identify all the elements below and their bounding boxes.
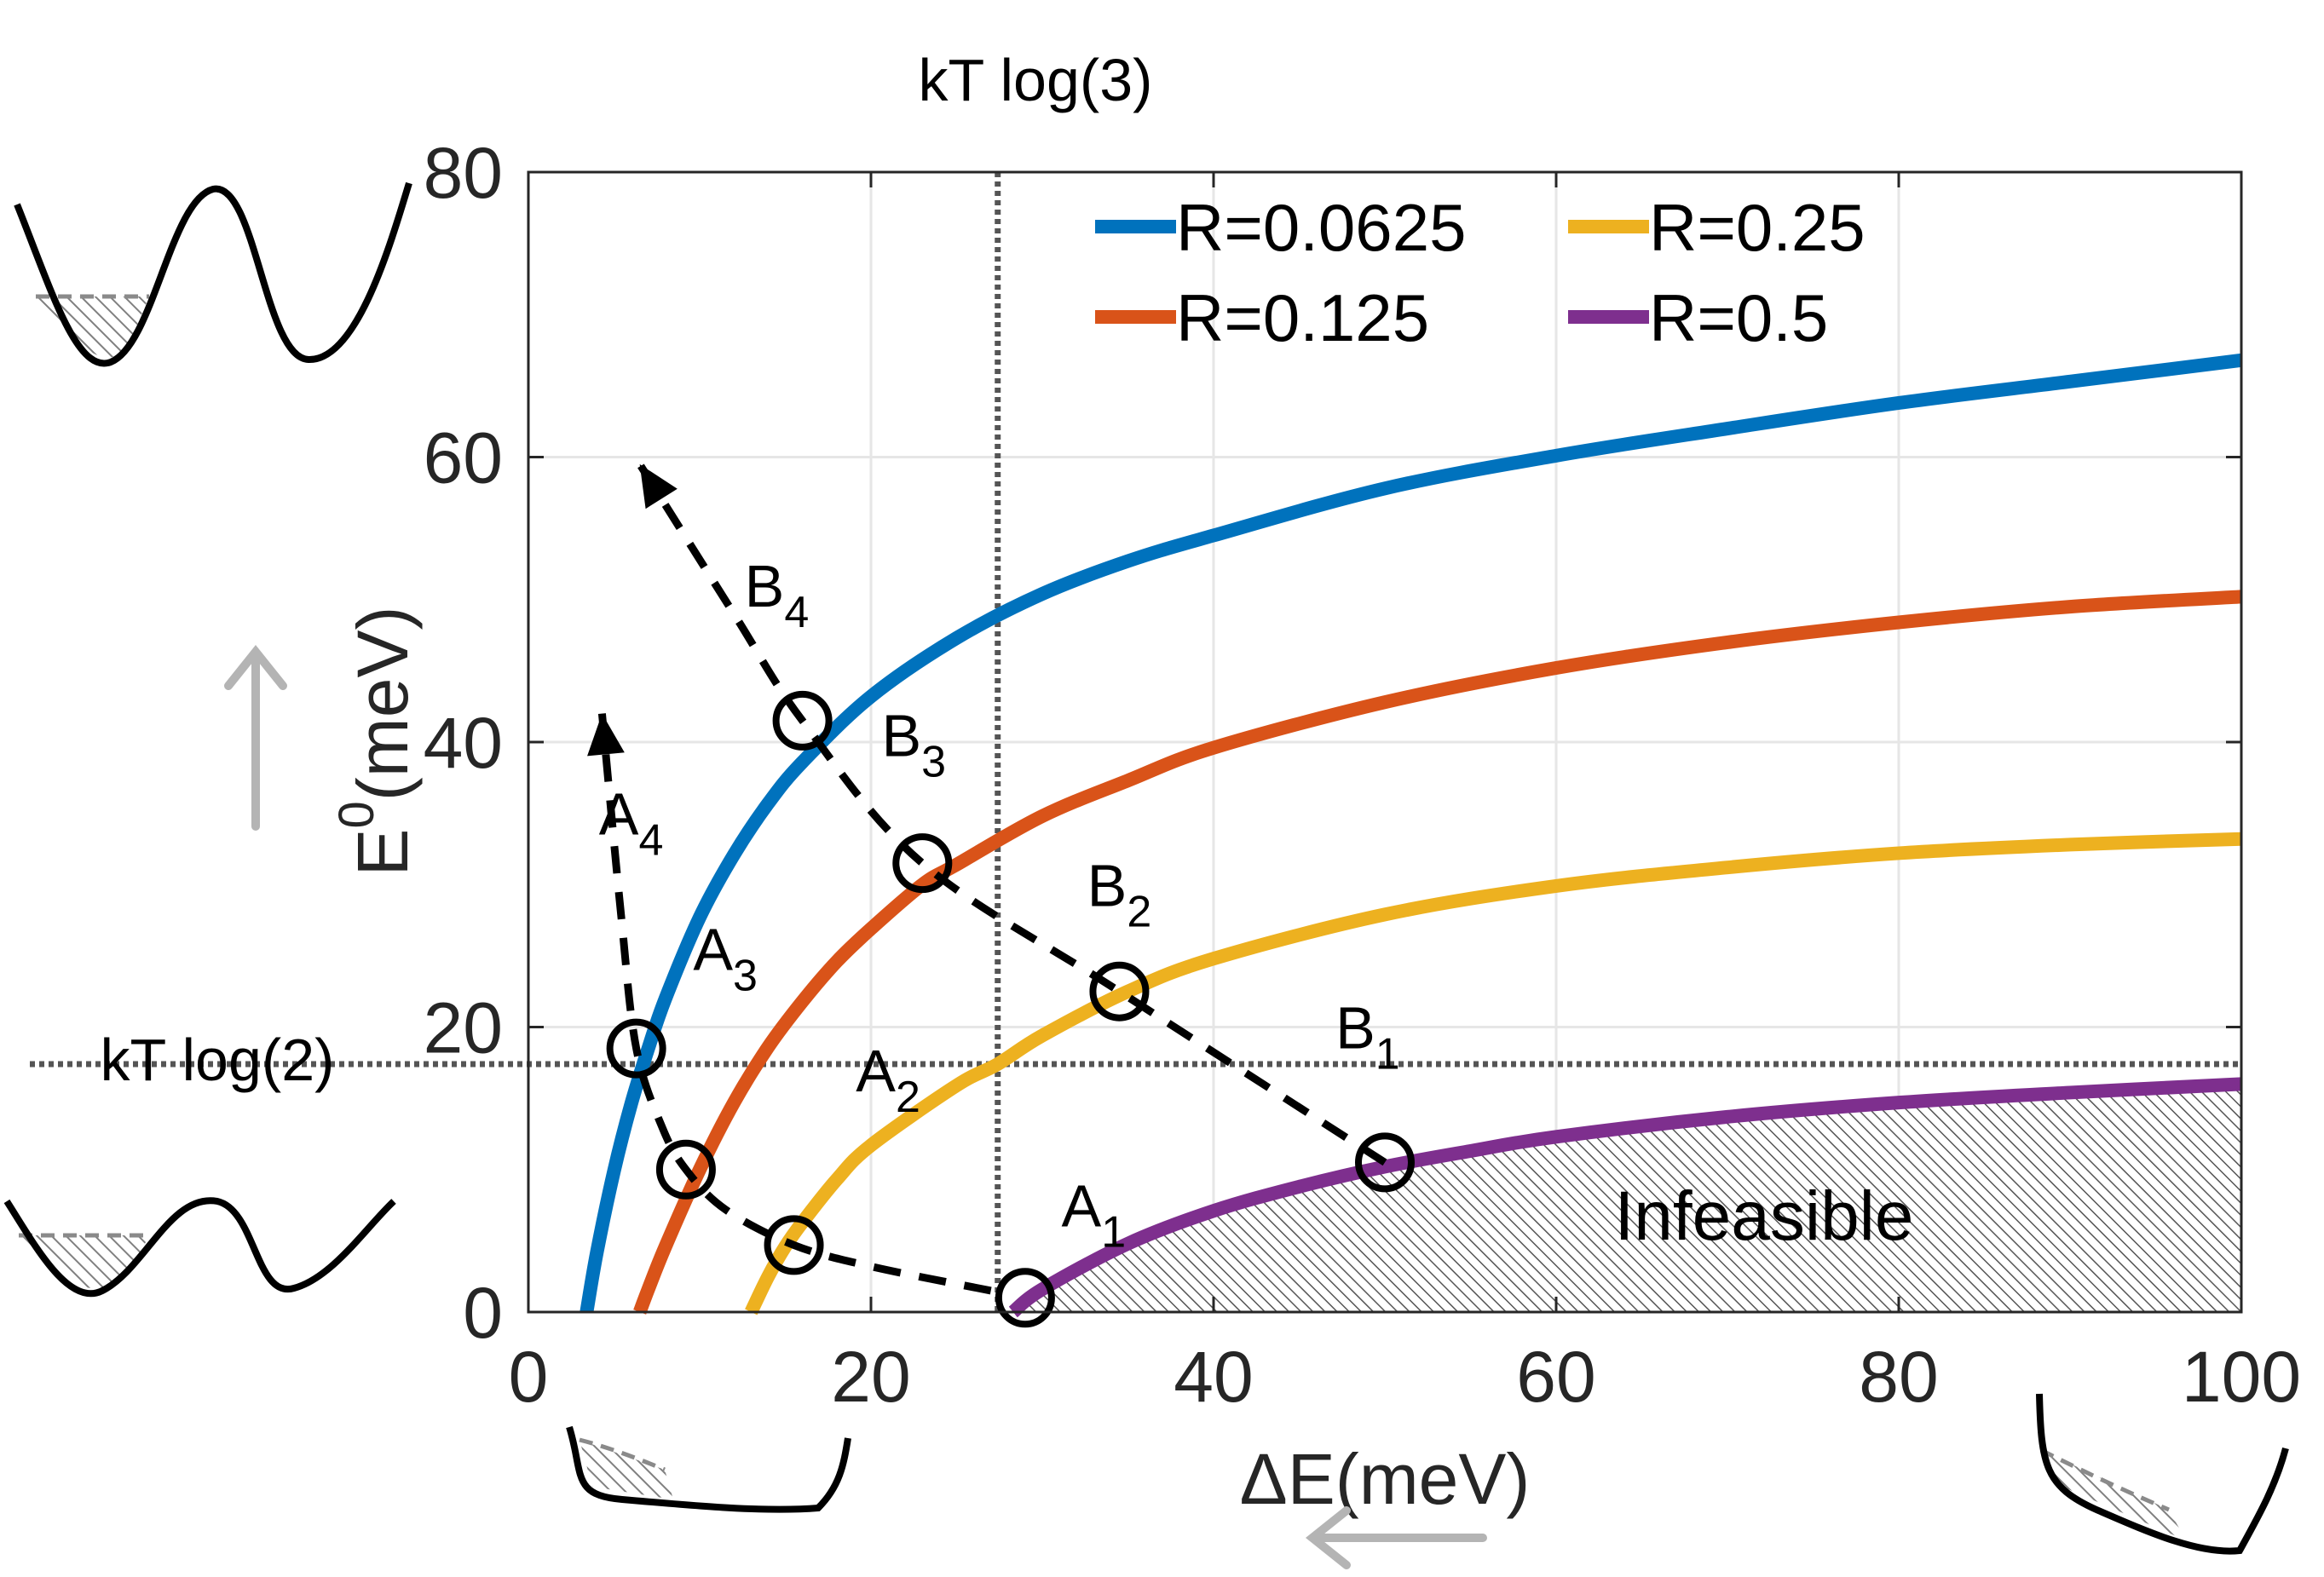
double-well-sketch-top	[14, 181, 412, 367]
legend-label-2: R=0.25	[1649, 190, 1866, 265]
path-a-label-2: A2	[856, 1038, 920, 1122]
x-tick-label: 80	[1859, 1337, 1938, 1417]
y-tick-label: 60	[424, 418, 503, 498]
path-b-label-main: B	[745, 553, 785, 619]
path-a-label-main: A	[1061, 1173, 1101, 1240]
path-a-label-3: A3	[693, 917, 758, 1001]
path-a-label-4: A4	[599, 781, 664, 866]
y-axis-title: E0(meV)	[329, 607, 423, 877]
x-tick-label: 60	[1516, 1337, 1595, 1417]
legend: R=0.0625 R=0.125 R=0.25 R=0.5	[1095, 190, 1866, 355]
series-line-0	[580, 353, 2242, 1314]
double-well-sketch-bottom	[3, 1197, 396, 1298]
y-tick-label: 20	[424, 988, 503, 1068]
path-b-label-sub: 1	[1375, 1030, 1400, 1079]
kt-log3-label: kT log(3)	[919, 47, 1153, 113]
threshold-lines	[30, 172, 2241, 1312]
left-arrow	[1305, 1506, 1487, 1569]
path-a-label-sub: 1	[1101, 1208, 1126, 1258]
series-line-2	[745, 832, 2242, 1315]
path-b-label-sub: 4	[784, 588, 809, 637]
path-a-point-3	[655, 1139, 716, 1200]
legend-label-1: R=0.125	[1176, 280, 1429, 355]
path-b-dashed-line	[636, 462, 1387, 1166]
path-b-label-sub: 2	[1127, 887, 1151, 936]
path-b-point-2	[1089, 961, 1150, 1022]
path-a-point-4	[606, 1018, 666, 1079]
path-a-point-2	[764, 1215, 824, 1275]
y-axis-title-sup: 0	[329, 801, 384, 828]
path-b-label-4: B4	[745, 553, 810, 637]
path-b-label-2: B2	[1087, 852, 1152, 936]
path-a-point-1	[995, 1268, 1055, 1328]
x-tick-label: 40	[1174, 1337, 1253, 1417]
path-a-label-main: A	[693, 917, 733, 983]
x-tick-label: 20	[831, 1337, 910, 1417]
path-b-point-3	[892, 833, 953, 894]
path-b-point-1	[1355, 1132, 1415, 1193]
path-a-arrowhead	[587, 713, 625, 757]
path-a-label-sub: 3	[733, 952, 758, 1001]
y-axis-title-main: E	[343, 828, 423, 876]
series-line-1	[633, 590, 2242, 1315]
path-b-arrowhead	[639, 463, 678, 509]
x-tick-label: 100	[2182, 1337, 2301, 1417]
path-a-dashed-line	[597, 713, 992, 1295]
infeasible-label: Infeasible	[1614, 1177, 1913, 1255]
path-b-label-3: B3	[881, 703, 946, 787]
path-b-label-main: B	[1335, 995, 1375, 1062]
single-well-sketch-left	[566, 1425, 851, 1513]
path-b-label-sub: 3	[921, 738, 946, 787]
path-a-label-sub: 4	[638, 816, 663, 866]
single-well-sketch-right	[2036, 1393, 2289, 1555]
series-lines	[580, 353, 2242, 1318]
y-tick-label: 80	[424, 133, 503, 213]
path-a-label-main: A	[856, 1038, 896, 1104]
legend-label-0: R=0.0625	[1176, 190, 1466, 265]
path-b-label-main: B	[881, 703, 921, 769]
y-tick-label: 0	[463, 1273, 503, 1353]
axes	[527, 170, 2243, 1314]
x-axis-title: ΔE(meV)	[1240, 1439, 1531, 1519]
svg-text:E0(meV): E0(meV)	[329, 607, 423, 877]
infeasible-region	[1012, 1084, 2241, 1312]
path-a-label-sub: 2	[896, 1073, 920, 1122]
up-arrow	[224, 644, 287, 831]
path-b-point-4	[772, 690, 833, 751]
legend-label-3: R=0.5	[1649, 280, 1828, 355]
series-line-3	[1008, 1077, 2242, 1318]
y-tick-label: 40	[424, 703, 503, 783]
y-axis-title-unit: (meV)	[343, 607, 423, 802]
kt-log2-label: kT log(2)	[101, 1027, 335, 1093]
x-tick-label: 0	[509, 1337, 549, 1417]
path-a-label-1: A1	[1061, 1173, 1126, 1258]
path-b-label-main: B	[1087, 852, 1127, 918]
path-a-label-main: A	[599, 781, 639, 848]
path-b-label-1: B1	[1335, 995, 1400, 1079]
tick-labels: 0 20 40 60 80 100 0 20 40 60 80	[424, 133, 2302, 1417]
